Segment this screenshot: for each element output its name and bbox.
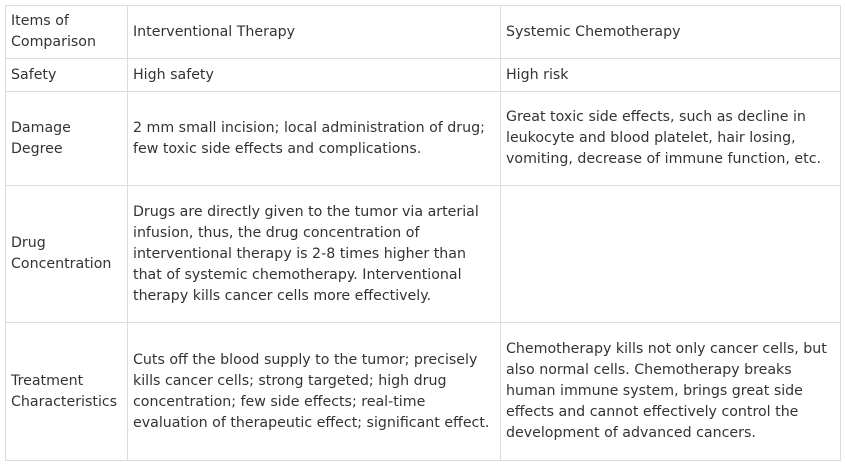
table-cell: High risk [500,58,841,92]
table-cell: Chemotherapy kills not only cancer cells… [500,322,841,461]
header-cell: Interventional Therapy [127,5,501,59]
row-label: Safety [5,58,128,92]
comparison-table: Items of Comparison Interventional Thera… [5,5,841,461]
table-header-row: Items of Comparison Interventional Thera… [5,5,841,59]
header-cell: Items of Comparison [5,5,128,59]
header-cell: Systemic Chemotherapy [500,5,841,59]
table-cell: 2 mm small incision; local administratio… [127,91,501,186]
table-row: Safety High safety High risk [5,58,841,92]
row-label: Damage Degree [5,91,128,186]
table-row: Drug Concentration Drugs are directly gi… [5,185,841,323]
table-row: Treatment Characteristics Cuts off the b… [5,322,841,461]
row-label: Drug Concentration [5,185,128,323]
row-label: Treatment Characteristics [5,322,128,461]
table-cell [500,185,841,323]
table-cell: Great toxic side effects, such as declin… [500,91,841,186]
table-cell: Drugs are directly given to the tumor vi… [127,185,501,323]
table-cell: Cuts off the blood supply to the tumor; … [127,322,501,461]
table-cell: High safety [127,58,501,92]
table-row: Damage Degree 2 mm small incision; local… [5,91,841,186]
